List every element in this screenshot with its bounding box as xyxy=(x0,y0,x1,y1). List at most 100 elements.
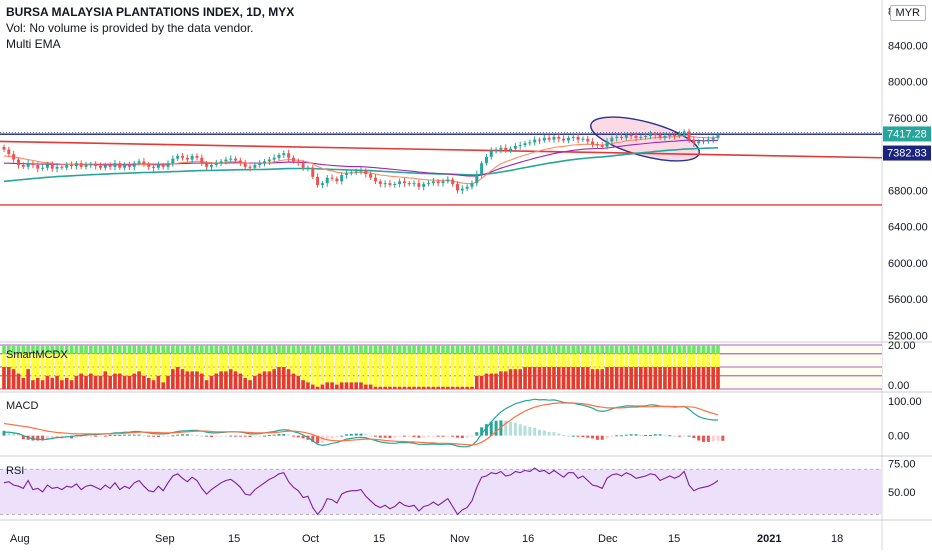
macd-label[interactable]: MACD xyxy=(6,400,39,412)
smart-bar-red xyxy=(233,371,238,389)
candle-body xyxy=(166,163,170,167)
candle-body xyxy=(243,163,247,167)
macd-hist-bar xyxy=(475,432,479,436)
smart-bar-yellow xyxy=(378,353,383,389)
smart-bar-yellow xyxy=(64,353,69,389)
last-price-tag xyxy=(883,126,931,142)
smart-bar-red xyxy=(89,373,93,389)
macd-hist-bar xyxy=(504,420,508,436)
macd-hist-bar xyxy=(552,432,556,436)
smart-bar-green xyxy=(2,345,6,354)
candle-body xyxy=(658,135,662,138)
macd-hist-bar xyxy=(591,435,595,439)
indicator-name[interactable]: Multi EMA xyxy=(6,37,61,51)
macd-hist-bar xyxy=(653,434,657,436)
candle-body xyxy=(45,164,49,168)
macd-hist-bar xyxy=(586,435,590,438)
x-tick-label: Sep xyxy=(155,533,175,545)
macd-hist-bar xyxy=(195,434,199,436)
smart-bar-green xyxy=(450,345,455,354)
smart-bar-green xyxy=(643,345,648,354)
smart-bar-red xyxy=(402,386,407,389)
macd-hist-bar xyxy=(79,435,83,438)
rsi-label[interactable]: RSI xyxy=(6,465,25,477)
smart-bar-green xyxy=(484,345,489,354)
macd-hist-bar xyxy=(267,434,271,436)
candle-body xyxy=(335,178,339,182)
macd-hist-bar xyxy=(113,434,117,436)
candle-body xyxy=(639,136,643,138)
smart-bar-red xyxy=(64,378,69,389)
macd-hist-bar xyxy=(571,435,575,437)
candle-body xyxy=(441,181,445,184)
candle-body xyxy=(132,163,136,167)
macd-hist-bar xyxy=(301,435,305,439)
candle-body xyxy=(499,147,503,150)
smart-bar-red xyxy=(426,386,431,389)
smart-bar-red xyxy=(262,371,267,389)
smart-bar-green xyxy=(301,345,305,354)
smart-bar-green xyxy=(233,345,238,354)
smart-bar-red xyxy=(508,369,513,389)
smart-bar-green xyxy=(185,345,190,354)
smart-bar-red xyxy=(84,375,88,389)
candle-body xyxy=(118,163,122,168)
last-price-text: 7417.28 xyxy=(887,128,927,140)
smart-bar-yellow xyxy=(156,353,161,389)
trend-line xyxy=(0,140,883,159)
macd-hist-bar xyxy=(431,435,435,437)
macd-hist-bar xyxy=(480,427,484,436)
smart-bar-green xyxy=(190,345,194,354)
macd-hist-bar xyxy=(147,435,151,437)
smart-bar-red xyxy=(127,375,132,389)
smart-bar-red xyxy=(344,382,349,389)
macd-hist-bar xyxy=(422,435,426,438)
smart-bar-green xyxy=(142,345,146,354)
smart-bar-green xyxy=(156,345,161,354)
smart-bar-yellow xyxy=(248,353,252,389)
smart-bar-red xyxy=(528,367,532,389)
smart-bar-red xyxy=(156,375,161,389)
smart-bar-green xyxy=(103,345,108,354)
candle-body xyxy=(214,163,218,166)
macd-hist-bar xyxy=(219,435,223,437)
currency-badge[interactable]: MYR xyxy=(889,5,926,21)
smart-bar-red xyxy=(151,380,156,389)
smart-bar-yellow xyxy=(84,353,88,389)
macd-hist-bar xyxy=(687,435,691,437)
smart-bar-yellow xyxy=(79,353,83,389)
smart-bar-yellow xyxy=(450,353,455,389)
macd-hist-bar xyxy=(103,435,107,437)
candle-body xyxy=(316,176,320,185)
candle-body xyxy=(171,158,175,164)
smart-bar-red xyxy=(16,373,21,389)
smart-bar-green xyxy=(634,345,638,354)
smart-bar-yellow xyxy=(436,353,440,389)
smart-bar-red xyxy=(277,367,281,389)
candle-body xyxy=(234,158,238,161)
smart-bar-red xyxy=(79,373,83,389)
candle-body xyxy=(547,137,551,140)
smart-bar-red xyxy=(407,386,412,389)
smart-bar-yellow xyxy=(402,353,407,389)
smart-bar-yellow xyxy=(494,353,498,389)
smart-bar-red xyxy=(499,371,503,389)
candle-body xyxy=(629,135,633,137)
smart-bar-green xyxy=(93,345,98,354)
macd-tick-label: 100.00 xyxy=(888,396,922,408)
smart-bar-red xyxy=(566,367,571,389)
smart-tick-label: 20.00 xyxy=(888,340,916,352)
smart-bar-green xyxy=(696,345,701,354)
smartmcdx-label[interactable]: SmartMCDX xyxy=(6,349,68,361)
smart-bar-green xyxy=(325,345,330,354)
smart-bar-red xyxy=(103,371,108,389)
smart-bar-green xyxy=(137,345,141,354)
macd-hist-bar xyxy=(224,435,228,437)
smart-bar-yellow xyxy=(113,353,117,389)
smart-bar-red xyxy=(161,382,166,389)
smart-bar-green xyxy=(219,345,223,354)
signal-line xyxy=(3,402,719,446)
smart-bar-red xyxy=(117,373,122,389)
candle-body xyxy=(412,183,416,185)
macd-hist-bar xyxy=(152,435,156,437)
